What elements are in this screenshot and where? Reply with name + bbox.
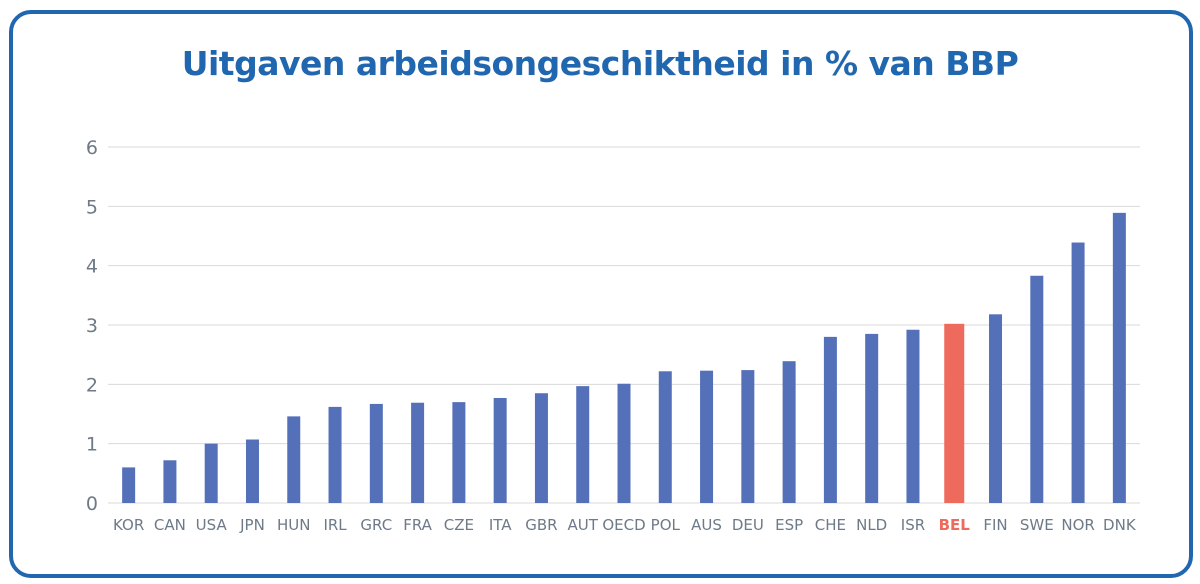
bar-jpn — [245, 439, 259, 503]
bar-esp — [782, 361, 796, 503]
x-axis-ticks: KOR CAN USA JPN HUN IRL GRC FRA CZE ITA GBR AUT OECD… — [113, 516, 1137, 534]
y-tick-label: 6 — [86, 137, 98, 159]
bar-fin — [989, 314, 1003, 503]
bar-irl — [328, 406, 342, 503]
y-tick-label: 0 — [86, 493, 98, 515]
x-tick-label-pol: POL — [651, 516, 681, 534]
x-tick-label-kor: KOR — [113, 516, 144, 534]
bar-deu — [741, 370, 755, 503]
bar-usa — [204, 443, 218, 503]
x-tick-label-nld: NLD — [856, 516, 887, 534]
bar-aut — [576, 386, 590, 503]
x-tick-label-che: CHE — [815, 516, 846, 534]
x-tick-label-dnk: DNK — [1103, 516, 1137, 534]
x-tick-label-nor: NOR — [1061, 516, 1094, 534]
y-axis-ticks: 0 1 2 3 4 5 6 — [86, 137, 98, 515]
bar-can — [163, 460, 177, 503]
bar-hun — [287, 416, 301, 503]
bar-nor — [1071, 242, 1085, 503]
x-tick-label-jpn: JPN — [239, 516, 265, 534]
x-tick-label-aut: AUT — [568, 516, 599, 534]
bar-oecd — [617, 383, 631, 503]
bars — [122, 212, 1126, 504]
x-tick-label-hun: HUN — [277, 516, 310, 534]
x-tick-label-irl: IRL — [323, 516, 347, 534]
x-tick-label-ita: ITA — [489, 516, 512, 534]
x-tick-label-oecd: OECD — [602, 516, 645, 534]
x-tick-label-isr: ISR — [901, 516, 925, 534]
bar-grc — [369, 403, 383, 503]
bar-dnk — [1112, 212, 1126, 504]
x-tick-label-swe: SWE — [1020, 516, 1054, 534]
y-tick-label: 2 — [86, 374, 98, 396]
y-tick-label: 3 — [86, 315, 98, 337]
bar-cze — [452, 402, 466, 503]
bar-fra — [411, 402, 425, 503]
x-tick-label-esp: ESP — [775, 516, 803, 534]
x-tick-label-grc: GRC — [360, 516, 392, 534]
x-tick-label-can: CAN — [154, 516, 186, 534]
bar-swe — [1030, 275, 1044, 503]
bar-pol — [658, 371, 672, 503]
y-tick-label: 5 — [86, 196, 98, 218]
chart-title: Uitgaven arbeidsongeschiktheid in % van … — [181, 44, 1019, 83]
x-tick-label-cze: CZE — [444, 516, 474, 534]
bar-nld — [865, 333, 879, 503]
y-tick-label: 4 — [86, 256, 98, 278]
x-tick-label-usa: USA — [196, 516, 228, 534]
x-tick-label-fra: FRA — [403, 516, 432, 534]
y-tick-label: 1 — [86, 434, 98, 456]
x-tick-label-bel: BEL — [939, 516, 971, 534]
bar-isr — [906, 329, 920, 503]
bar-gbr — [534, 393, 548, 503]
bar-che — [823, 336, 837, 503]
x-tick-label-aus: AUS — [691, 516, 722, 534]
bar-kor — [122, 467, 136, 503]
x-tick-label-fin: FIN — [983, 516, 1007, 534]
x-tick-label-gbr: GBR — [525, 516, 557, 534]
bar-ita — [493, 397, 507, 503]
bar-aus — [700, 370, 714, 503]
x-tick-label-deu: DEU — [732, 516, 764, 534]
bar-bel — [944, 323, 965, 503]
